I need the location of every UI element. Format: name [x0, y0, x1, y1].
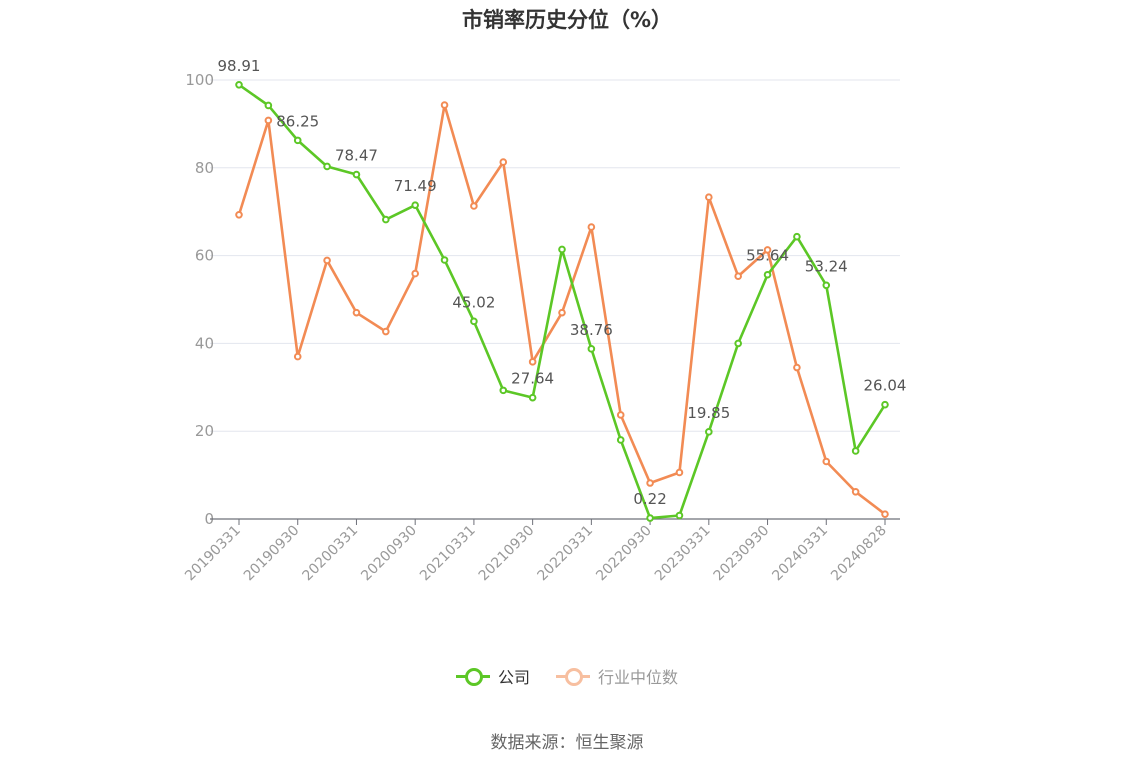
- data-point-company: [352, 170, 361, 179]
- data-point-industry-median: [411, 269, 419, 278]
- data-label: 38.76: [570, 321, 613, 339]
- data-point-industry-median: [264, 116, 273, 125]
- y-tick-label: 80: [195, 159, 214, 177]
- data-point-industry-median: [763, 246, 772, 254]
- data-label: 27.64: [511, 370, 554, 388]
- x-tick-label: 20190930: [241, 523, 303, 585]
- data-point-industry-median: [499, 158, 508, 166]
- data-point-industry-median: [587, 223, 596, 231]
- x-tick-label: 20190331: [182, 523, 244, 585]
- data-point-industry-median: [793, 363, 801, 372]
- data-point-company: [440, 256, 449, 264]
- data-point-industry-median: [881, 510, 889, 518]
- chart-title: 市销率历史分位（%）: [461, 8, 673, 32]
- legend-company-swatch-icon: [455, 665, 490, 687]
- data-point-company: [646, 514, 654, 522]
- legend-industry-swatch-icon: [556, 665, 590, 687]
- y-tick-label: 20: [195, 422, 214, 440]
- data-point-company: [528, 393, 537, 402]
- x-tick-label: 20220930: [593, 523, 655, 585]
- data-point-company: [675, 511, 684, 520]
- x-tick-label: 20240331: [769, 523, 831, 585]
- data-point-industry-median: [705, 193, 713, 202]
- data-point-company: [411, 201, 419, 209]
- data-label: 19.85: [687, 404, 730, 422]
- data-point-company: [558, 245, 566, 254]
- y-tick-label: 40: [195, 334, 214, 352]
- x-tick-label: 20200930: [358, 523, 420, 585]
- data-point-company: [763, 270, 772, 279]
- x-tick-label: 20220331: [534, 523, 596, 585]
- x-tick-label: 20240828: [828, 523, 890, 585]
- data-label: 55.64: [746, 247, 789, 265]
- data-point-industry-median: [822, 457, 831, 466]
- data-point-company: [793, 232, 801, 241]
- data-point-industry-median: [616, 411, 625, 419]
- data-point-company: [705, 428, 713, 436]
- data-point-industry-median: [352, 308, 361, 317]
- y-tick-label: 60: [195, 247, 214, 265]
- data-label: 26.04: [864, 377, 907, 395]
- data-point-company: [323, 162, 331, 171]
- data-point-company: [470, 317, 478, 326]
- data-point-company: [499, 386, 508, 395]
- data-point-industry-median: [235, 210, 243, 219]
- data-point-industry-median: [440, 101, 449, 109]
- data-label: 78.47: [335, 147, 378, 165]
- data-point-industry-median: [470, 202, 478, 210]
- data-label: 86.25: [276, 112, 319, 130]
- x-tick-label: 20210331: [417, 523, 479, 585]
- data-point-company: [851, 447, 860, 455]
- data-point-company: [235, 80, 243, 89]
- data-point-industry-median: [293, 352, 302, 361]
- data-point-company: [587, 345, 596, 353]
- data-point-company: [264, 101, 273, 110]
- source-note: 数据来源：恒生聚源: [490, 733, 644, 753]
- data-label: 98.91: [218, 57, 261, 75]
- data-point-industry-median: [675, 468, 684, 477]
- data-label: 53.24: [805, 257, 848, 275]
- data-point-company: [881, 400, 889, 409]
- data-point-company: [293, 136, 302, 145]
- data-point-industry-median: [646, 479, 654, 487]
- x-tick-label: 20210930: [476, 523, 538, 585]
- legend-item-company[interactable]: 公司: [455, 664, 530, 688]
- data-point-company: [616, 436, 625, 444]
- data-point-industry-median: [323, 256, 331, 265]
- y-tick-label: 100: [185, 71, 214, 89]
- legend-item-industry-median[interactable]: 行业中位数: [556, 664, 678, 688]
- data-point-company: [382, 215, 390, 224]
- data-point-company: [734, 339, 742, 348]
- data-label: 45.02: [452, 293, 495, 311]
- x-tick-label: 20230930: [711, 523, 773, 585]
- data-point-industry-median: [851, 487, 860, 496]
- x-tick-label: 20230331: [652, 523, 714, 585]
- legend-company-label: 公司: [497, 668, 530, 687]
- data-point-company: [822, 281, 831, 290]
- data-point-industry-median: [382, 327, 390, 336]
- y-tick-label: 0: [204, 510, 214, 528]
- data-point-industry-median: [734, 272, 742, 281]
- legend-industry-label: 行业中位数: [598, 668, 679, 687]
- data-label: 0.22: [633, 490, 666, 508]
- data-label: 71.49: [394, 177, 437, 195]
- x-tick-label: 20200331: [300, 523, 362, 585]
- data-point-industry-median: [558, 308, 566, 317]
- legend: 公司 行业中位数: [0, 664, 1134, 688]
- data-point-industry-median: [528, 358, 537, 366]
